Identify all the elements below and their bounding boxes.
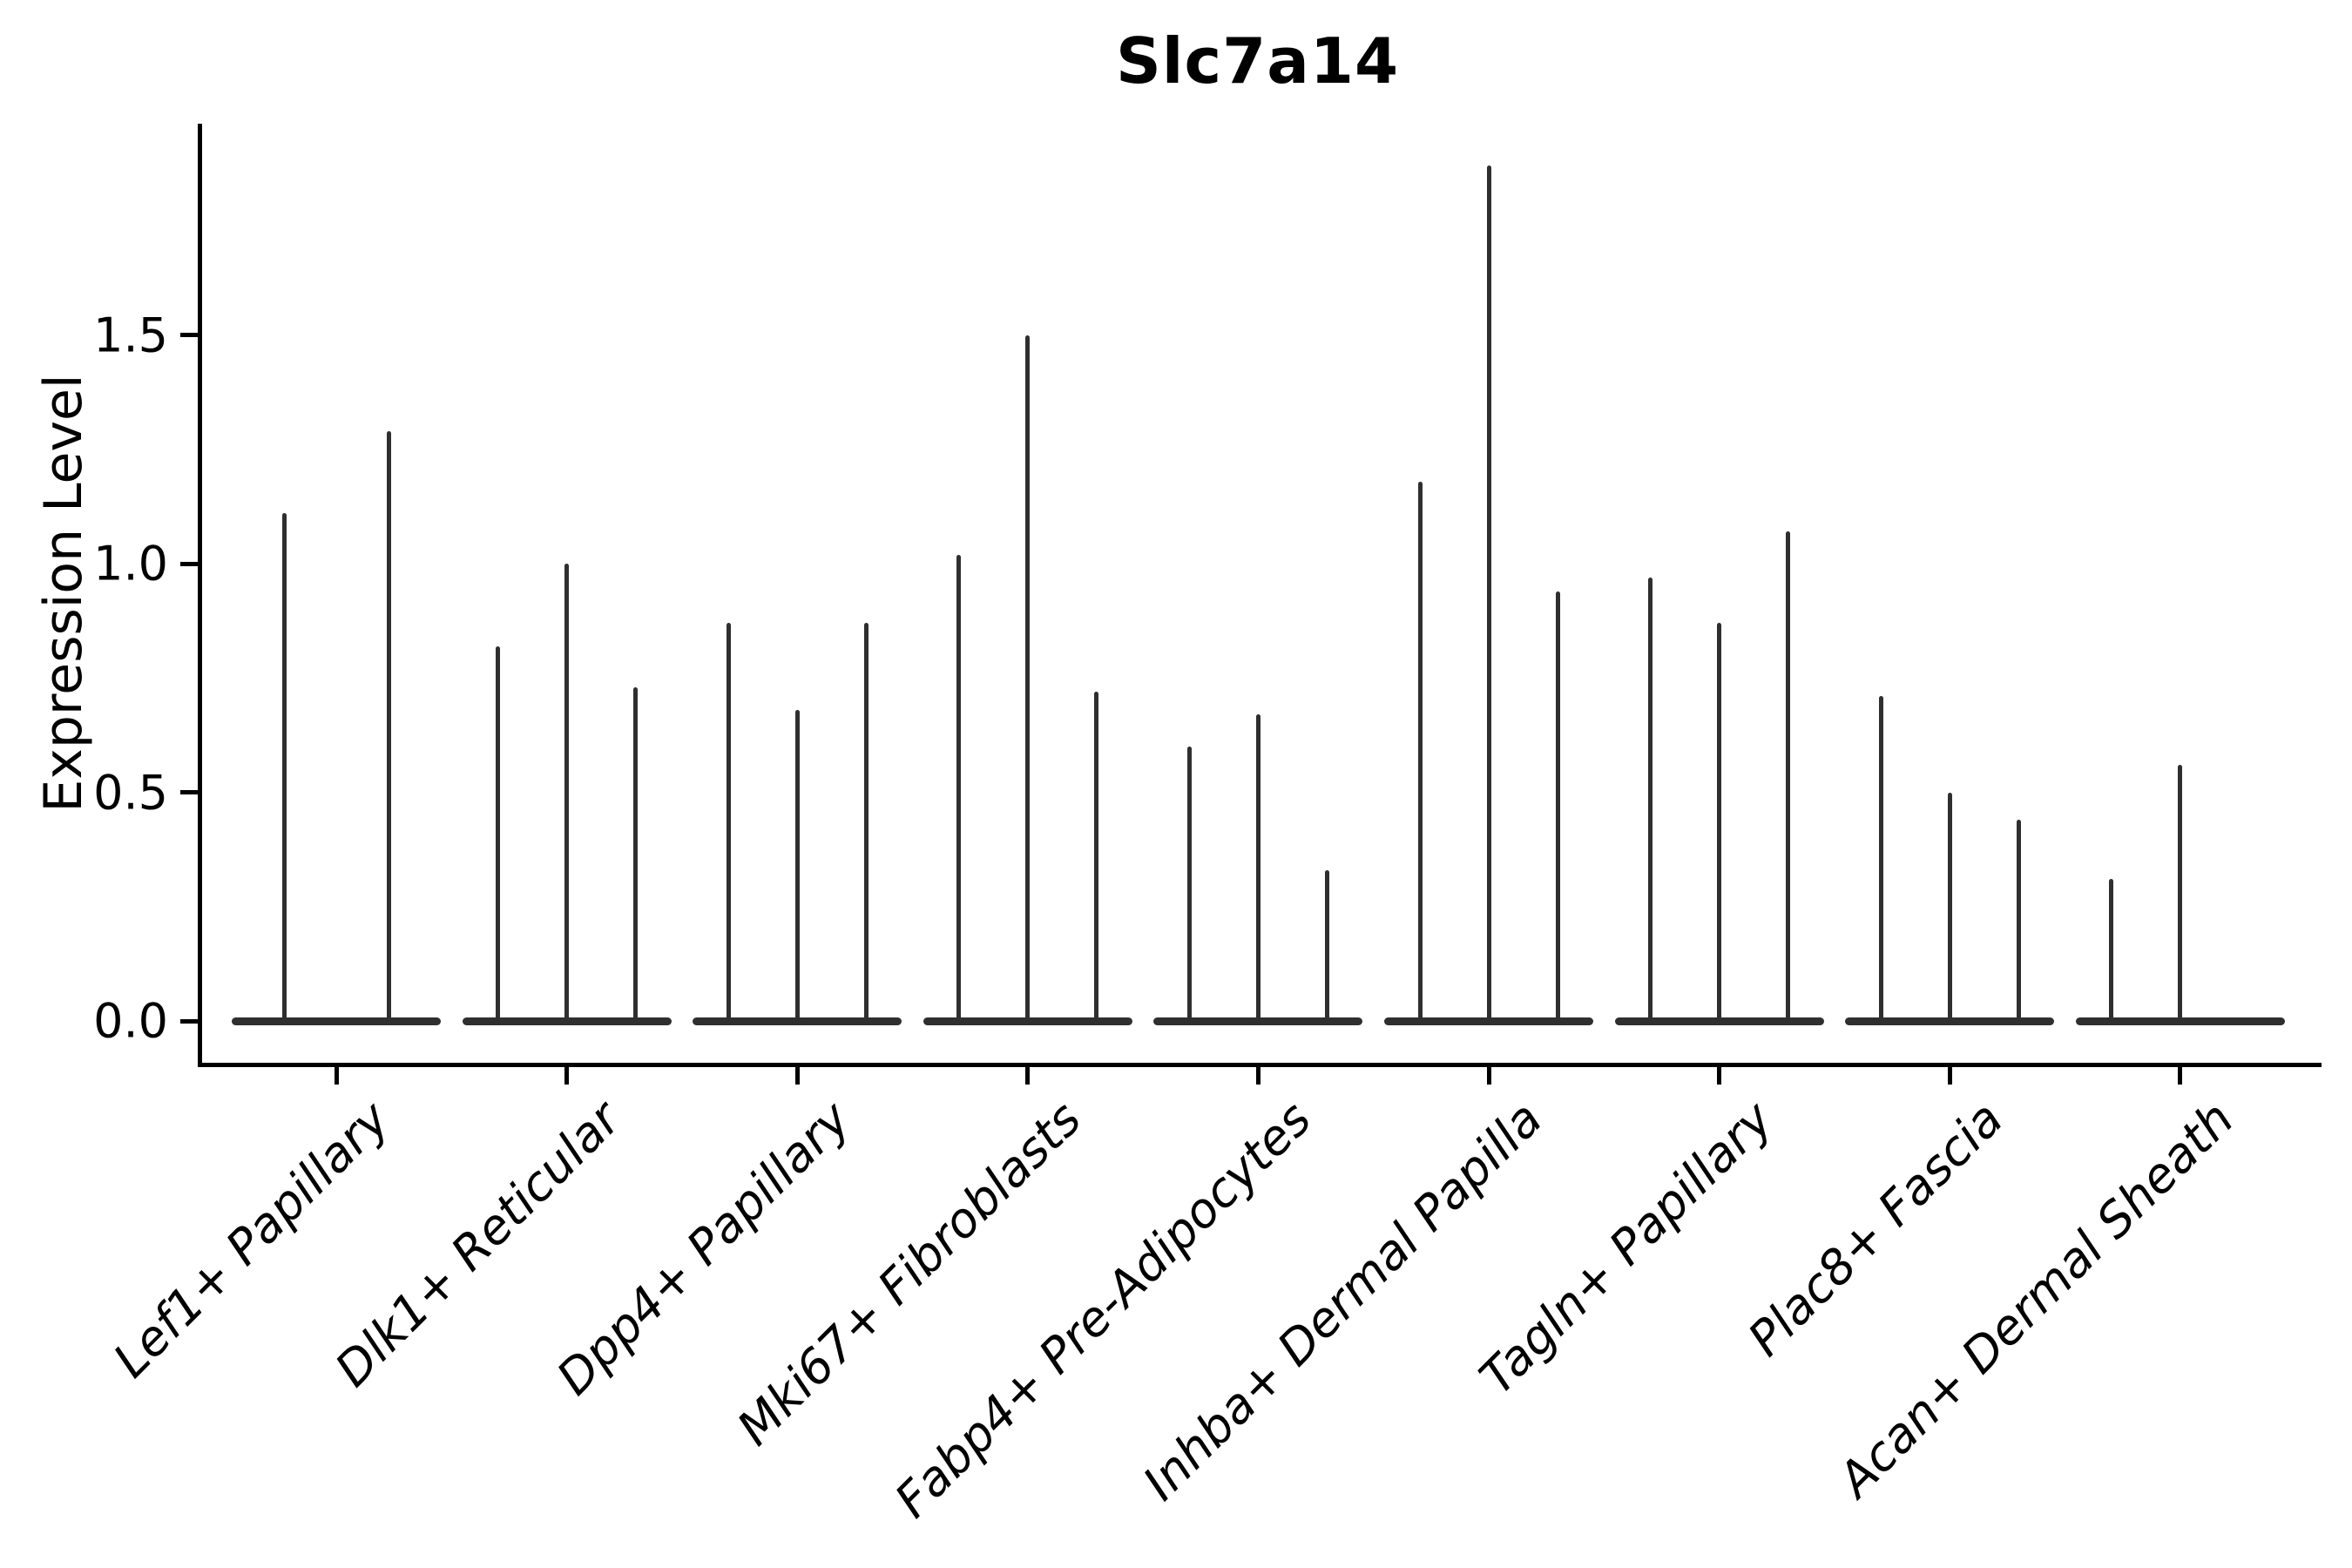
y-tick-label-0.5: 0.5: [93, 765, 168, 820]
x-tick-mark: [1717, 1067, 1722, 1085]
x-tick-mark: [1486, 1067, 1491, 1085]
violin-spike: [1417, 481, 1423, 1021]
x-tick-mark: [1025, 1067, 1031, 1085]
violin-spike: [956, 554, 962, 1021]
y-tick-label-1.0: 1.0: [93, 536, 168, 591]
violin-spike: [281, 513, 287, 1021]
violin-spike: [1094, 692, 1099, 1021]
y-tick-mark-1.5: [180, 333, 198, 337]
violin-spike: [794, 710, 800, 1021]
violin-baseline: [1845, 1017, 2055, 1025]
violin-spike: [1255, 714, 1260, 1021]
violin-spike: [1025, 335, 1031, 1021]
violin-spike: [726, 623, 731, 1021]
violin-baseline: [1384, 1017, 1593, 1025]
violin-spike: [1786, 531, 1791, 1021]
violin-spike: [1555, 591, 1560, 1021]
violin-baseline: [693, 1017, 902, 1025]
violin-spike: [1186, 747, 1192, 1021]
violin-baseline: [462, 1017, 672, 1025]
y-tick-label-1.5: 1.5: [93, 308, 168, 362]
violin-spike: [1486, 166, 1491, 1021]
x-tick-mark: [334, 1067, 339, 1085]
chart-title: Slc7a14: [1115, 24, 1400, 98]
x-tick-mark: [1255, 1067, 1260, 1085]
violin-spike: [1717, 623, 1722, 1021]
violin-spike: [1878, 696, 1883, 1021]
x-tick-mark: [794, 1067, 800, 1085]
violin-spike: [386, 430, 391, 1021]
violin-spike: [1324, 869, 1329, 1021]
x-tick-mark: [564, 1067, 570, 1085]
violin-baseline: [2075, 1017, 2285, 1025]
y-tick-label-0.0: 0.0: [93, 993, 168, 1049]
x-tick-mark: [2178, 1067, 2183, 1085]
violin-spike: [1648, 577, 1653, 1021]
violin-baseline: [1614, 1017, 1824, 1025]
violin-baseline: [232, 1017, 441, 1025]
violin-spike: [496, 645, 501, 1021]
violin-spike: [1947, 792, 1952, 1021]
y-tick-mark-0.0: [180, 1018, 198, 1024]
violin-spike: [2178, 765, 2183, 1021]
violin-spike: [2016, 820, 2021, 1021]
x-tick-mark: [1947, 1067, 1952, 1085]
violin-spike: [863, 623, 868, 1021]
violin-spike: [564, 564, 570, 1021]
plot-area: [198, 124, 2322, 1067]
violin-spike: [2109, 879, 2114, 1021]
y-tick-mark-0.5: [180, 790, 198, 794]
y-axis-label-text: Expression Level: [33, 374, 94, 813]
violin-baseline: [1153, 1017, 1363, 1025]
violin-spike: [633, 686, 639, 1021]
violin-baseline: [923, 1017, 1132, 1025]
y-tick-mark-1.0: [180, 561, 198, 566]
